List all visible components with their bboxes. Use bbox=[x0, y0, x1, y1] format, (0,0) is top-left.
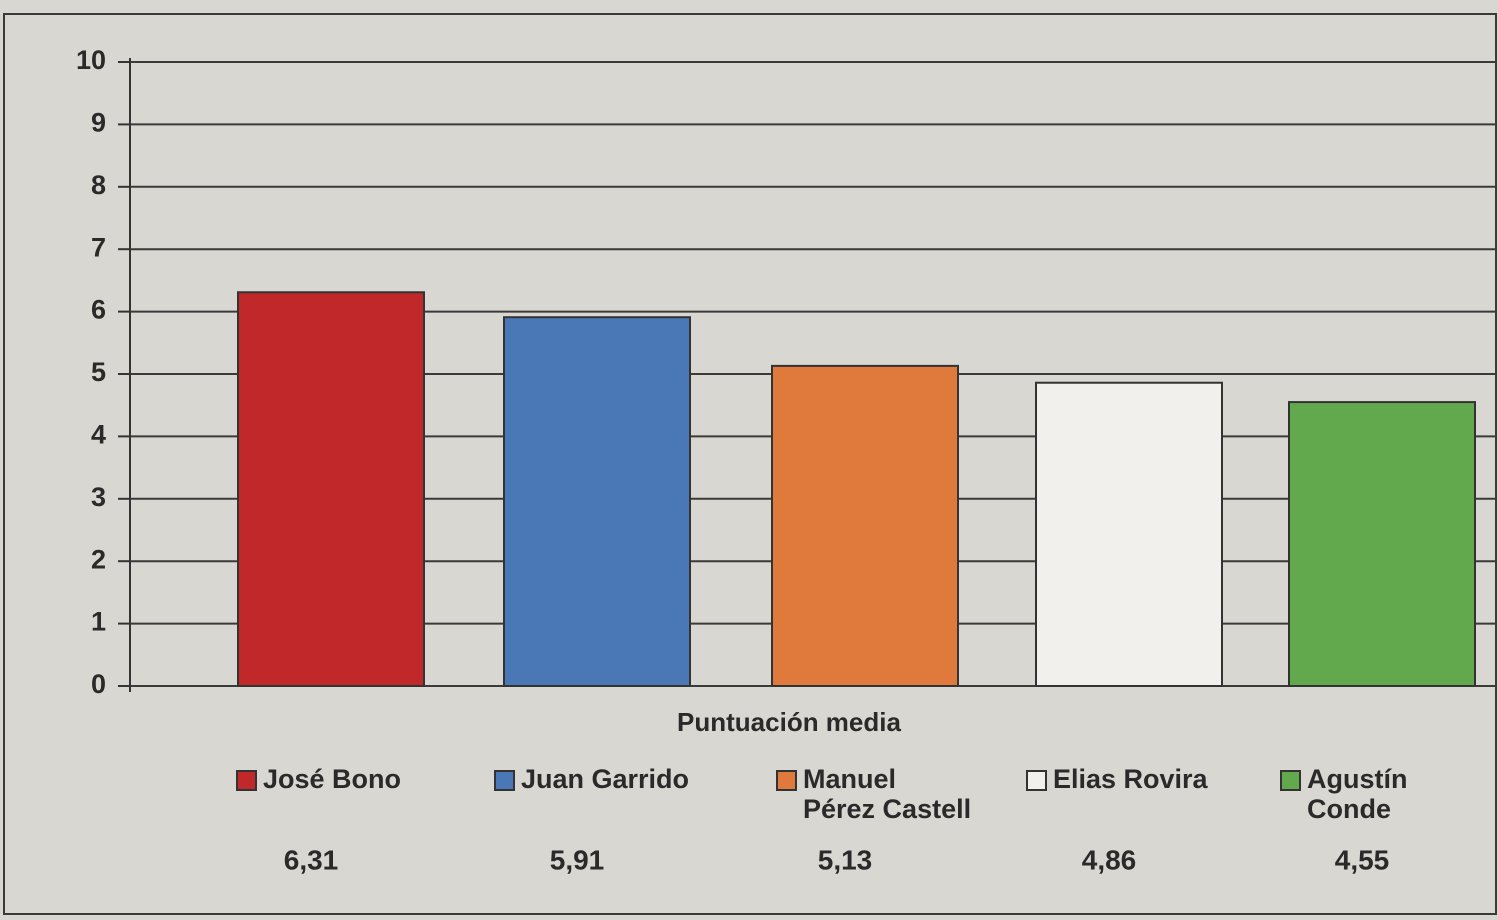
y-tick-label: 9 bbox=[91, 108, 106, 138]
y-tick-label: 4 bbox=[91, 420, 106, 450]
legend-label: Juan Garrido bbox=[521, 764, 690, 794]
bar bbox=[1288, 401, 1476, 687]
legend-swatch bbox=[776, 770, 797, 791]
value-label: 4,86 bbox=[1082, 844, 1137, 875]
legend-swatch bbox=[236, 770, 257, 791]
y-tick-label: 1 bbox=[91, 607, 106, 637]
legend-item: Elias Rovira bbox=[1026, 764, 1208, 794]
legend-label: Agustín Conde bbox=[1307, 764, 1408, 824]
value-label: 6,31 bbox=[284, 844, 339, 875]
legend-item: Juan Garrido bbox=[494, 764, 689, 794]
y-tick-label: 2 bbox=[91, 544, 106, 574]
legend-label: Elias Rovira bbox=[1053, 764, 1208, 794]
frame bbox=[3, 13, 1497, 915]
legend-swatch bbox=[1280, 770, 1301, 791]
legend-item: José Bono bbox=[236, 764, 401, 794]
y-tick-label: 8 bbox=[91, 170, 106, 200]
y-tick-label: 7 bbox=[91, 232, 106, 262]
bar bbox=[1035, 381, 1223, 687]
y-tick-label: 0 bbox=[91, 669, 106, 699]
bar bbox=[771, 364, 959, 687]
value-label: 4,55 bbox=[1335, 844, 1390, 875]
x-axis-label: Puntuación media bbox=[677, 707, 901, 737]
legend-label: Manuel Pérez Castell bbox=[803, 764, 972, 824]
legend-swatch bbox=[494, 770, 515, 791]
legend-label: José Bono bbox=[263, 764, 402, 794]
legend-swatch bbox=[1026, 770, 1047, 791]
y-tick-label: 10 bbox=[76, 45, 106, 75]
value-label: 5,91 bbox=[550, 844, 605, 875]
bar bbox=[503, 316, 691, 687]
legend-item: Agustín Conde bbox=[1280, 764, 1498, 824]
value-label: 5,13 bbox=[818, 844, 873, 875]
bar bbox=[237, 291, 425, 687]
y-tick-label: 6 bbox=[91, 295, 106, 325]
legend-item: Manuel Pérez Castell bbox=[776, 764, 971, 824]
y-tick-label: 5 bbox=[91, 357, 106, 387]
y-tick-label: 3 bbox=[91, 482, 106, 512]
